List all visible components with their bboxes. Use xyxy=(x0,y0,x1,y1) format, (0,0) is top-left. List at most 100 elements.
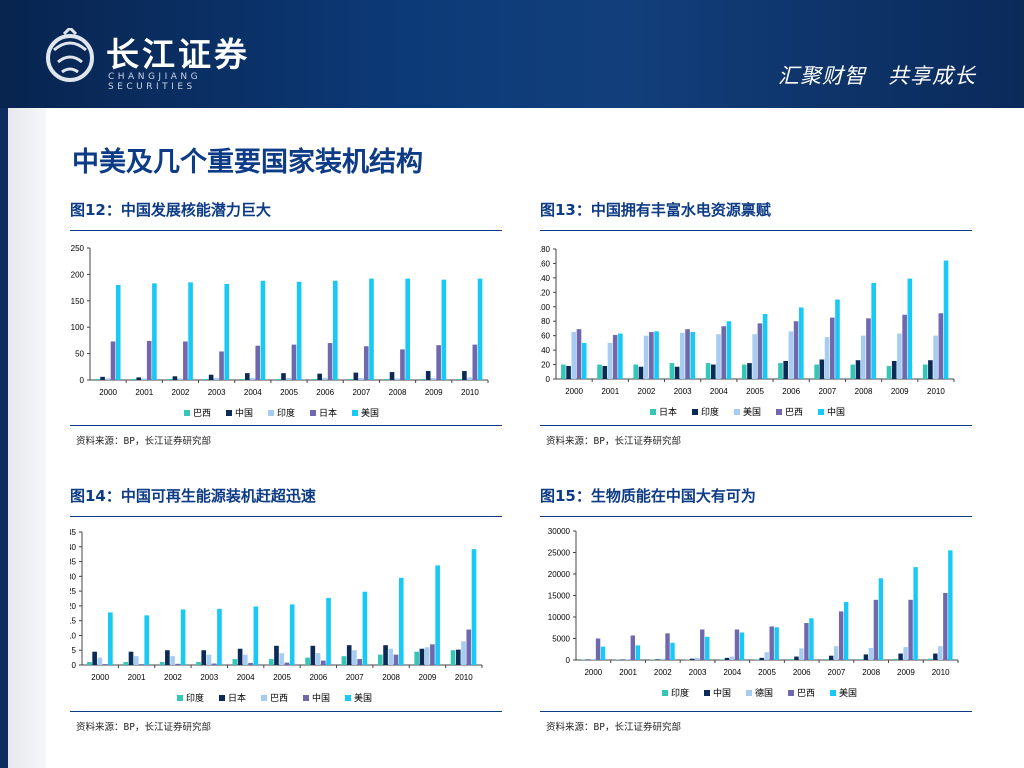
bar xyxy=(833,646,839,660)
y-tick-label: 140 xyxy=(540,274,551,283)
x-tick-label: 2005 xyxy=(758,668,776,677)
x-tick-label: 2004 xyxy=(723,668,741,677)
chart-panel-renewable: 图14：中国可再生能源装机赶超迅速 0 5 10 15 20 25 30 35 40 45 2000… xyxy=(70,485,502,745)
legend-swatch xyxy=(818,409,824,415)
bar xyxy=(669,363,675,379)
bar xyxy=(757,323,763,379)
bar xyxy=(819,359,825,379)
x-tick-label: 2007 xyxy=(818,387,836,396)
bar xyxy=(823,659,829,660)
x-tick-label: 2007 xyxy=(346,673,364,682)
x-tick-label: 2009 xyxy=(891,387,909,396)
bar xyxy=(705,363,711,379)
x-tick-label: 2006 xyxy=(793,668,811,677)
legend-swatch xyxy=(226,410,232,416)
y-tick-label: 250 xyxy=(71,244,85,253)
bar xyxy=(824,337,830,379)
bar xyxy=(128,651,134,665)
bar xyxy=(625,659,630,660)
bar xyxy=(398,577,404,665)
bar xyxy=(739,632,745,660)
y-tick-label: 35 xyxy=(70,558,77,567)
y-tick-label: 25000 xyxy=(548,549,571,558)
legend-label: 德国 xyxy=(755,687,773,698)
x-tick-label: 2007 xyxy=(828,668,846,677)
x-tick-label: 2002 xyxy=(654,668,672,677)
bar xyxy=(868,647,874,660)
x-tick-label: 2000 xyxy=(584,668,602,677)
company-logo: 长江证券 CHANGJIANG SECURITIES xyxy=(40,24,280,92)
bar xyxy=(183,341,188,380)
bar xyxy=(793,321,799,379)
bar xyxy=(472,344,478,380)
bar xyxy=(814,364,819,379)
x-tick-label: 2010 xyxy=(461,388,479,397)
bar xyxy=(341,656,347,665)
bar xyxy=(394,378,400,380)
bar xyxy=(296,281,302,380)
chart-title: 图12：中国发展核能潜力巨大 xyxy=(70,201,271,219)
bar xyxy=(315,653,321,665)
x-tick-label: 2003 xyxy=(200,673,218,682)
legend-swatch xyxy=(268,410,274,416)
y-tick-label: 20 xyxy=(541,361,550,370)
legend-swatch xyxy=(310,410,316,416)
legend-label: 巴西 xyxy=(797,688,815,698)
bar xyxy=(843,601,849,660)
bar xyxy=(660,658,665,660)
bar xyxy=(320,660,326,665)
bar xyxy=(419,648,425,665)
legend-label: 中国 xyxy=(312,692,330,703)
x-tick-label: 2010 xyxy=(455,673,473,682)
legend-label: 中国 xyxy=(713,687,731,698)
bar xyxy=(680,332,685,379)
bar xyxy=(362,591,368,665)
bar xyxy=(886,366,892,379)
legend-swatch xyxy=(704,690,710,696)
bar xyxy=(211,663,217,665)
bar xyxy=(477,278,483,380)
bar xyxy=(618,333,623,379)
title-rule xyxy=(70,230,502,231)
bar xyxy=(87,662,92,665)
bar xyxy=(902,314,907,379)
bar xyxy=(759,657,764,660)
bar xyxy=(102,664,108,665)
bar xyxy=(774,627,779,660)
y-tick-label: 20 xyxy=(70,602,77,611)
bar xyxy=(237,648,243,665)
legend-label: 中国 xyxy=(827,406,845,417)
legend-swatch xyxy=(261,695,267,701)
legend-swatch xyxy=(662,690,668,696)
bar xyxy=(279,653,285,665)
legend-swatch xyxy=(734,409,740,415)
bar xyxy=(721,326,727,379)
page-title: 中美及几个重要国家装机结构 xyxy=(72,147,423,178)
bar xyxy=(922,364,928,379)
bar xyxy=(146,340,152,380)
bar xyxy=(268,659,274,665)
legend-label: 日本 xyxy=(319,407,337,418)
bar xyxy=(217,608,222,665)
bar xyxy=(871,282,876,379)
y-tick-label: 10 xyxy=(70,631,77,640)
bar xyxy=(561,364,566,379)
bar xyxy=(741,364,747,379)
slogan: 汇聚财智 共享成长 xyxy=(778,64,976,88)
bar xyxy=(719,659,725,660)
bar xyxy=(789,659,794,660)
bar xyxy=(638,366,644,379)
y-tick-label: 30 xyxy=(70,572,77,581)
bar xyxy=(938,313,944,379)
bar xyxy=(312,378,317,380)
bar xyxy=(95,378,100,380)
bar xyxy=(858,659,864,660)
source-rule xyxy=(540,425,972,426)
bar xyxy=(239,378,245,380)
y-tick-label: 50 xyxy=(75,350,84,359)
x-tick-label: 2009 xyxy=(897,668,915,677)
bar xyxy=(253,606,259,665)
x-tick-label: 2003 xyxy=(689,668,707,677)
bar xyxy=(635,645,640,660)
x-tick-label: 2000 xyxy=(91,673,109,682)
